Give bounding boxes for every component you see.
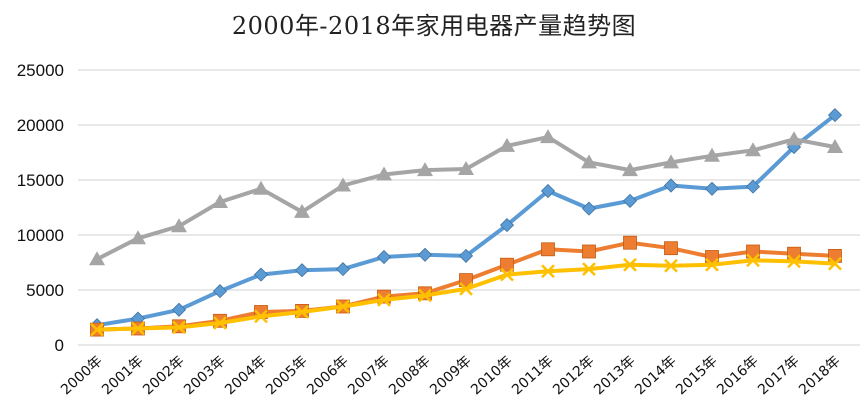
data-point [89, 251, 105, 266]
data-point [253, 180, 269, 195]
data-point [499, 137, 515, 152]
x-tick-label: 2014年 [632, 353, 680, 398]
data-point [458, 161, 474, 175]
x-tick-label: 2000年 [58, 353, 106, 398]
data-point [540, 183, 556, 199]
gridlines [78, 69, 860, 346]
data-point [581, 154, 597, 169]
series-line [95, 135, 837, 262]
data-point [336, 299, 350, 314]
x-tick-label: 2013年 [591, 353, 639, 398]
data-point [786, 131, 802, 146]
data-point [294, 263, 310, 278]
data-point [458, 248, 474, 263]
data-point [459, 273, 473, 288]
data-point [704, 181, 720, 196]
data-point [664, 258, 678, 273]
series-2 [89, 129, 843, 266]
data-point [827, 139, 843, 153]
data-point [418, 288, 432, 303]
data-point [377, 293, 391, 307]
data-point [417, 162, 433, 177]
data-point [459, 282, 473, 296]
x-tick-label: 2002年 [140, 353, 188, 398]
x-tick-label: 2004年 [222, 353, 270, 398]
x-tick-label: 2005年 [263, 353, 311, 398]
data-point [828, 256, 842, 271]
x-tick-label: 2011年 [509, 353, 557, 398]
data-point [212, 284, 228, 299]
y-tick-label: 25000 [17, 61, 64, 80]
x-tick-label: 2008年 [386, 353, 434, 398]
data-point [582, 244, 596, 259]
x-tick-label: 2012年 [550, 353, 598, 398]
data-point [705, 257, 719, 272]
data-point [253, 267, 269, 282]
x-tick-label: 2010年 [468, 353, 516, 398]
data-point [376, 249, 392, 265]
series-line [95, 113, 837, 328]
data-point [540, 129, 556, 144]
data-point [541, 242, 555, 257]
data-point [745, 179, 761, 194]
series-0 [89, 108, 843, 333]
data-point [295, 305, 309, 319]
series-3 [90, 253, 842, 337]
data-point [335, 262, 351, 277]
data-point [213, 316, 227, 330]
data-point [745, 142, 761, 157]
data-point [622, 193, 638, 208]
data-point [827, 108, 843, 123]
x-tick-label: 2001年 [99, 353, 147, 398]
data-point [376, 166, 392, 181]
series-lines [89, 108, 843, 337]
data-point [417, 247, 433, 262]
y-tick-label: 15000 [17, 171, 64, 190]
x-tick-label: 2009年 [427, 353, 475, 398]
data-point [172, 320, 186, 335]
y-tick-label: 5000 [26, 281, 64, 300]
data-point [623, 235, 637, 250]
data-point [131, 321, 145, 336]
y-tick-label: 0 [55, 336, 64, 355]
data-point [582, 262, 596, 276]
data-point [171, 302, 187, 317]
data-point [581, 201, 597, 216]
data-point [500, 267, 514, 282]
x-tick-label: 2015年 [673, 353, 721, 398]
data-point [500, 257, 514, 272]
x-axis-ticks: 2000年2001年2002年2003年2004年2005年2006年2007年… [58, 353, 844, 398]
data-point [623, 257, 637, 272]
x-tick-label: 2007年 [345, 353, 393, 398]
data-point [787, 254, 801, 269]
data-point [294, 203, 310, 218]
data-point [335, 177, 351, 192]
data-point [90, 322, 104, 337]
y-axis-ticks: 0 5000 10000 15000 20000 25000 [17, 61, 64, 355]
data-point [130, 230, 146, 245]
data-point [746, 244, 760, 259]
data-point [171, 218, 187, 233]
data-point [541, 264, 555, 279]
x-tick-label: 2016年 [714, 353, 762, 398]
y-tick-label: 20000 [17, 116, 64, 135]
data-point [622, 162, 638, 177]
data-point [664, 241, 678, 256]
chart-title: 2000年-2018年家用电器产量趋势图 [231, 12, 637, 40]
x-tick-label: 2006年 [304, 353, 352, 398]
y-tick-label: 10000 [17, 226, 64, 245]
x-tick-label: 2018年 [796, 353, 844, 398]
data-point [254, 309, 268, 324]
data-point [499, 218, 515, 233]
data-point [746, 253, 760, 268]
x-tick-label: 2017年 [755, 353, 803, 398]
data-point [704, 147, 720, 162]
data-point [212, 194, 228, 208]
x-tick-label: 2003年 [181, 353, 229, 398]
data-point [663, 154, 679, 169]
data-point [663, 178, 679, 193]
